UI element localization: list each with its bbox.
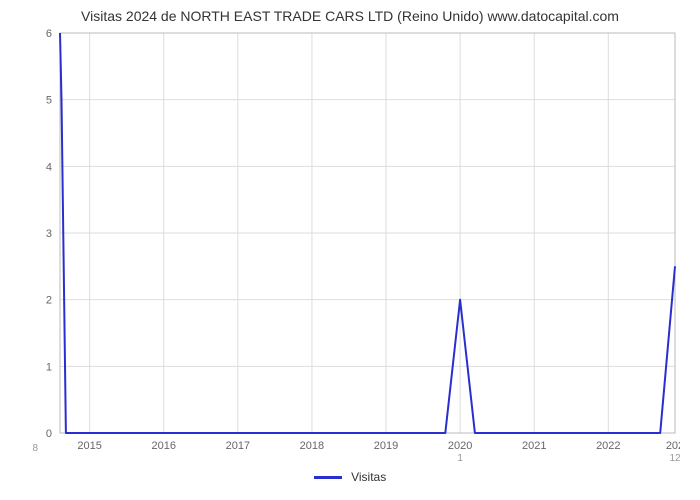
chart-title: Visitas 2024 de NORTH EAST TRADE CARS LT… xyxy=(0,0,700,28)
svg-text:2022: 2022 xyxy=(596,440,620,452)
svg-text:2018: 2018 xyxy=(300,440,324,452)
svg-text:8: 8 xyxy=(32,443,38,454)
svg-text:2017: 2017 xyxy=(226,440,250,452)
legend-label: Visitas xyxy=(351,470,386,484)
svg-text:2015: 2015 xyxy=(77,440,101,452)
svg-text:2021: 2021 xyxy=(522,440,546,452)
svg-text:2020: 2020 xyxy=(448,440,472,452)
svg-text:5: 5 xyxy=(46,95,52,107)
svg-text:6: 6 xyxy=(46,28,52,40)
svg-text:202: 202 xyxy=(666,440,680,452)
svg-text:2016: 2016 xyxy=(151,440,175,452)
chart-area: 0123456820152016201720182019202020212022… xyxy=(20,28,680,468)
svg-text:2: 2 xyxy=(46,295,52,307)
svg-text:4: 4 xyxy=(46,161,52,173)
svg-text:0: 0 xyxy=(46,428,52,440)
svg-text:12: 12 xyxy=(669,453,680,464)
svg-text:3: 3 xyxy=(46,228,52,240)
legend-swatch xyxy=(314,476,342,479)
svg-text:1: 1 xyxy=(457,453,463,464)
chart-svg: 0123456820152016201720182019202020212022… xyxy=(20,28,680,468)
svg-text:2019: 2019 xyxy=(374,440,398,452)
legend: Visitas xyxy=(0,468,700,484)
svg-text:1: 1 xyxy=(46,361,52,373)
